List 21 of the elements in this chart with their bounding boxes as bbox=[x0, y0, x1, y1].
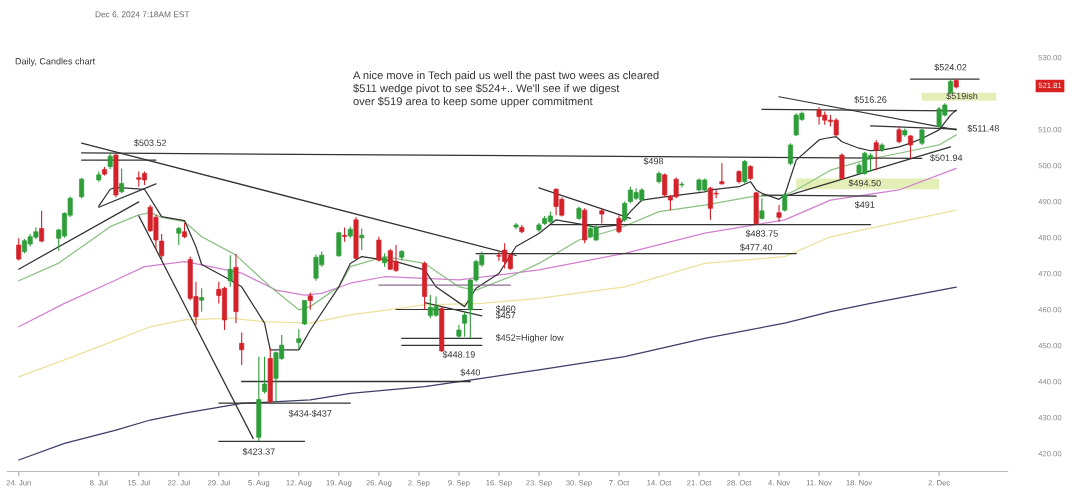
annotation: $477.40 bbox=[739, 243, 773, 252]
annotation: $519ish bbox=[946, 92, 978, 100]
annotation: $501.94 bbox=[930, 154, 963, 162]
chart-title: Daily, Candles chart bbox=[15, 57, 96, 67]
annotation: $434-$437 bbox=[288, 409, 332, 418]
annotation: $524.02 bbox=[934, 63, 967, 71]
annotation: $511.48 bbox=[967, 124, 999, 133]
annotation: $516.26 bbox=[854, 95, 887, 104]
annotation: $457 bbox=[495, 311, 516, 319]
chart-subtitle: Dec 6, 2024 7:18AM EST bbox=[95, 11, 190, 19]
annotation: $494.50 bbox=[848, 179, 881, 187]
annotation: A nice move in Tech paid us well the past two wees as cleared $511 wedge pivot to see $524+.. We'll see if we digest over $519 area to keep some upper commitment bbox=[353, 71, 659, 108]
annotation: $483.75 bbox=[745, 229, 778, 238]
annotation: $498 bbox=[643, 157, 664, 165]
annotation: $448.19 bbox=[442, 350, 475, 359]
annotation: $423.37 bbox=[242, 448, 275, 456]
annotation: $491 bbox=[854, 201, 875, 209]
annotation: $440 bbox=[460, 368, 481, 377]
annotation: $460 bbox=[495, 305, 516, 313]
annotation: $503.52 bbox=[134, 139, 167, 147]
annotation: $452=Higher low bbox=[495, 334, 564, 343]
